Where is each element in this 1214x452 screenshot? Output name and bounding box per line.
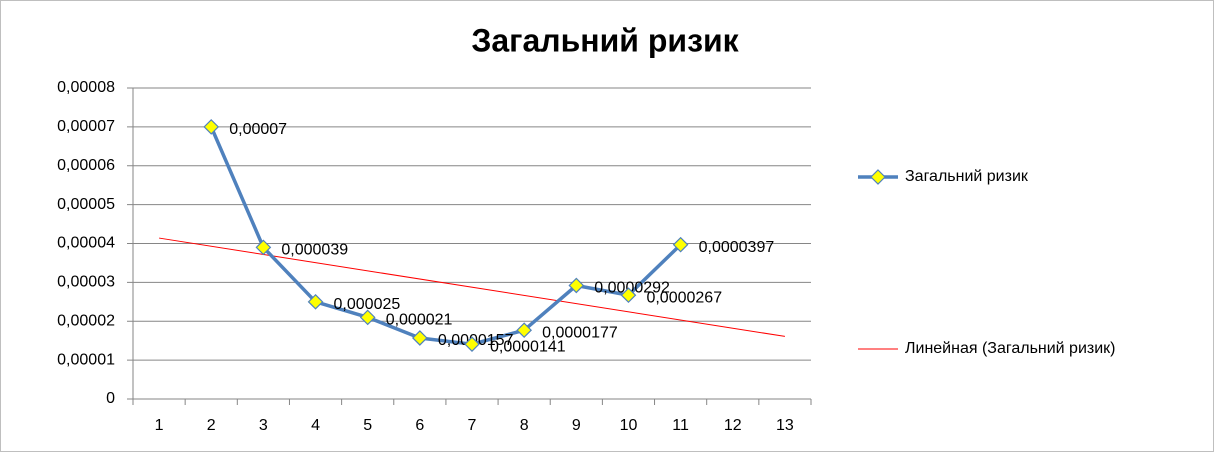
x-tick-label: 2 [207,417,216,434]
data-label: 0,0000397 [699,239,775,256]
data-label: 0,0000141 [490,338,566,355]
point-marker [255,239,272,256]
x-tick-label: 5 [363,417,372,434]
series-line [209,126,682,346]
legend-label: Линейная (Загальний ризик) [905,340,1116,357]
y-tick-label: 0,00005 [57,196,115,213]
point-marker [620,287,637,304]
y-tick-label: 0,00004 [57,235,115,252]
y-tick-label: 0 [106,390,115,407]
data-label: 0,0000177 [542,324,618,341]
data-label: 0,0000292 [594,280,670,297]
point-marker [672,236,689,253]
point-marker [411,330,428,346]
y-tick-label: 0,00007 [57,118,115,135]
data-label: 0,000039 [281,242,348,259]
data-label: 0,000025 [334,296,401,313]
data-label: 0,000021 [386,312,453,329]
x-tick-label: 9 [572,417,581,434]
data-label: 0,00007 [229,121,287,138]
x-tick-label: 3 [259,417,268,434]
x-tick-label: 1 [155,417,164,434]
x-tick-label: 7 [468,417,477,434]
point-marker [359,309,376,326]
point-marker [203,119,220,135]
data-label: 0,0000267 [646,289,722,306]
x-tick-label: 6 [415,417,424,434]
legend-label: Загальний ризик [905,168,1029,185]
x-tick-label: 8 [520,417,529,434]
point-marker [516,322,533,339]
x-tick-label: 12 [724,417,742,434]
x-tick-label: 10 [620,417,638,434]
point-marker [307,293,324,310]
y-tick-label: 0,00001 [57,351,115,368]
y-tick-label: 0,00008 [57,79,115,96]
y-tick-label: 0,00003 [57,274,115,291]
y-tick-label: 0,00002 [57,312,115,329]
x-tick-label: 4 [311,417,320,434]
point-marker [464,336,480,353]
x-tick-label: 11 [672,417,689,434]
point-marker [870,169,886,185]
x-tick-label: 13 [776,417,794,434]
y-tick-label: 0,00006 [57,157,115,174]
point-marker [568,277,585,294]
chart-title: Загальний ризик [471,22,739,58]
